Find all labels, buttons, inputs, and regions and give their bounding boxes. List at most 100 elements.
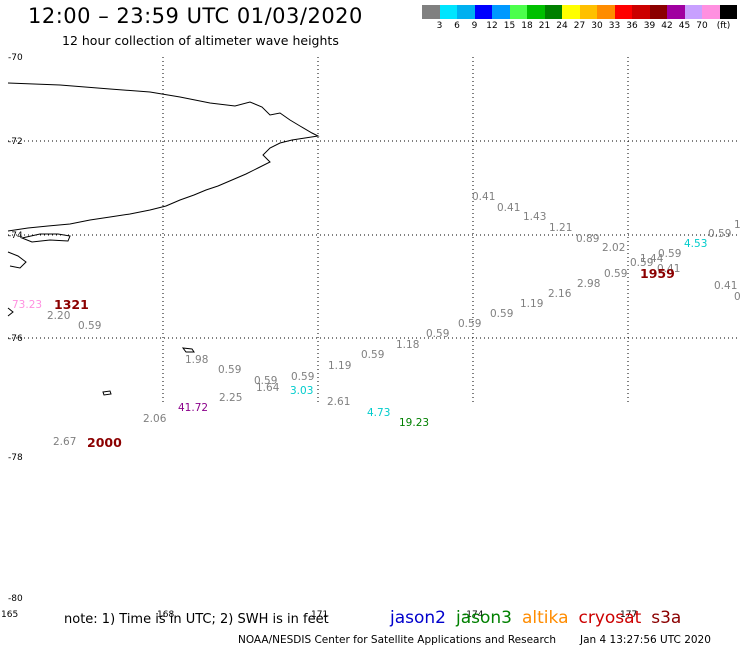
lat-label-70: -70 [8,53,23,63]
legend-swatch [544,5,562,19]
legend-label: 33 [608,21,621,31]
antarctic-coastline [7,82,320,396]
legend-label: 21 [538,21,551,31]
legend-label: 12 [486,21,498,31]
legend-label: 24 [556,21,568,31]
legend-label: 15 [503,21,516,31]
credit-line: NOAA/NESDIS Center for Satellite Applica… [238,634,556,646]
legend-label: 27 [573,21,586,31]
legend-label: 70 [696,21,708,31]
wave-height-value: 1.18 [396,339,419,351]
legend-label: 18 [521,21,533,31]
mission-jason3: jason3 [456,608,512,628]
mission-s3a: s3a [651,608,682,628]
wave-height-value: 2.25 [219,392,242,404]
mission-jason2: jason2 [390,608,446,628]
legend-label: (ft) [716,21,731,31]
wave-height-value: 2.61 [327,396,350,408]
pass-time-label: 2000 [87,435,122,450]
legend-label: 36 [626,21,638,31]
footer-note: note: 1) Time is in UTC; 2) SWH is in fe… [64,612,329,627]
legend-swatch [457,5,475,19]
legend-swatch [439,5,457,19]
wave-height-value: 0.59 [708,228,731,240]
wave-height-value: 41.72 [178,402,208,414]
legend-swatch [579,5,597,19]
wave-height-value: 0.59 [361,349,384,361]
legend-swatch [422,5,440,19]
lon-label-168: 168 [157,610,174,620]
legend-swatch [527,5,545,19]
mission-cryosat: cryosat [578,608,642,628]
wave-height-value: 1 [734,219,740,231]
wave-height-value: 0.89 [576,233,599,245]
generated-date: Jan 4 13:27:56 UTC 2020 [580,634,711,646]
wave-height-value: 0.59 [604,268,627,280]
legend-label: 45 [678,21,691,31]
wave-height-value: 1.19 [520,298,543,310]
wave-height-value: 0.59 [218,364,241,376]
wave-height-value: 1.64 [256,382,280,394]
wave-height-value: 0.59 [630,257,653,269]
legend-swatch [702,5,720,19]
wave-height-value: 73.23 [12,299,42,311]
map-title: 12:00 – 23:59 UTC 01/03/2020 [28,4,363,28]
legend-swatch [492,5,510,19]
pass-time-label: 1959 [640,266,675,281]
wave-height-value: 0.59 [458,318,481,330]
legend-swatch [649,5,667,19]
wave-height-value: 0.59 [78,320,101,332]
legend-label: 6 [454,21,460,31]
lon-label-174: -174 [463,610,484,620]
legend-swatch [632,5,650,19]
wave-height-value: 0.41 [714,280,737,292]
wave-height-value: 0.59 [254,375,277,387]
lon-label-171: 171 [311,610,328,620]
lat-label-76: -76 [8,334,23,344]
wave-height-value: 4.53 [684,238,707,250]
legend-swatch [684,5,702,19]
wave-height-value: 0.59 [658,248,681,260]
wave-height-value: 2.98 [577,278,600,290]
wave-height-value: 1.43 [523,211,546,223]
lat-label-74: -74 [8,231,23,241]
mission-altika: altika [522,608,569,628]
legend-swatch [614,5,632,19]
wave-height-value: 0.59 [490,308,513,320]
wave-height-value: 2.02 [602,242,625,254]
lat-label-78: -78 [8,453,23,463]
lat-label-72: -72 [8,137,23,147]
legend-swatch [509,5,527,19]
map-subtitle: 12 hour collection of altimeter wave hei… [62,33,339,48]
wave-height-value: 0.41 [472,191,495,203]
legend-swatch [719,5,737,19]
legend-label: 30 [591,21,603,31]
lon-label-177: 177 [620,610,637,620]
wave-height-value: 19.23 [399,417,429,429]
wave-height-value: 2.06 [143,413,167,425]
legend-label: 42 [661,21,673,31]
pass-time-label: 1321 [54,297,89,312]
legend-label: 3 [436,21,443,31]
wave-height-value: 1.98 [185,354,208,366]
wave-height-value: 1.21 [549,222,572,234]
pass-time-labels: 1959 1321 2000 [54,266,675,450]
lat-label-80: -80 [8,594,23,604]
wave-height-value: 0.59 [426,328,449,340]
legend-label: 9 [471,21,478,31]
legend-swatch [474,5,492,19]
legend-swatch [562,5,580,19]
mission-legend: jason2 jason3 altika cryosat s3a [390,608,691,628]
wave-height-value: 2.16 [548,288,572,300]
legend-swatch [597,5,615,19]
legend-label: 39 [643,21,656,31]
wave-height-value: 2.20 [47,310,70,322]
wave-height-readings: 0.410.411.431.210.892.020.590.591.440.41… [12,191,740,448]
wave-height-value: 0.41 [497,202,520,214]
legend-swatch [667,5,685,19]
wave-height-value: 3.03 [290,385,313,397]
wave-height-value: 0.59 [291,371,314,383]
lon-label-165: 165 [1,610,18,620]
wave-height-value: 2.67 [53,436,76,448]
